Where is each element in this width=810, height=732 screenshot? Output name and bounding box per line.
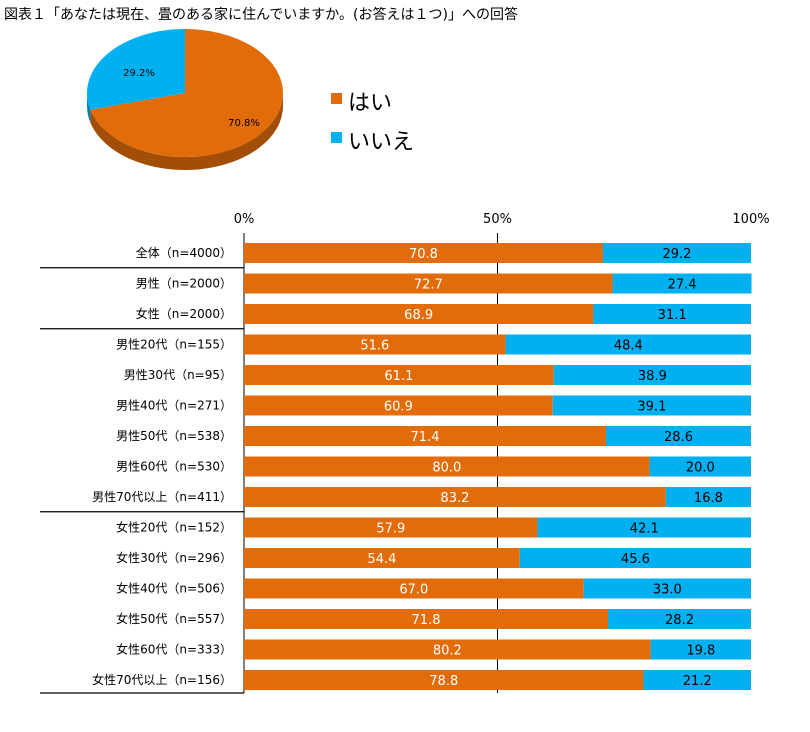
bar-label-no-13: 28.2 [665,613,694,628]
bar-yes-5 [244,365,554,385]
bar-label-no-12: 33.0 [653,583,682,598]
pie-side-2 [87,93,91,123]
bar-label-no-10: 42.1 [630,522,659,537]
category-label-13: 女性50代（n=557） [116,611,232,626]
bar-label-yes-11: 54.4 [367,552,396,567]
bar-yes-13 [244,609,609,629]
category-label-14: 女性60代（n=333） [116,642,232,657]
bar-no-3 [593,304,751,324]
bar-no-7 [605,426,751,446]
category-label-6: 男性40代（n=271） [116,399,232,413]
pie-label-2: 29.2% [123,68,155,79]
bar-label-no-1: 29.2 [663,247,692,262]
bar-label-yes-6: 60.9 [384,400,413,415]
bar-no-5 [553,365,751,385]
bar-label-yes-12: 67.0 [399,583,428,598]
bar-label-yes-4: 51.6 [360,339,389,354]
bar-label-yes-3: 68.9 [404,308,433,323]
bar-yes-8 [244,456,650,477]
bar-yes-7 [244,426,606,446]
bar-yes-1 [244,243,603,263]
bar-label-yes-15: 78.8 [429,674,458,689]
category-label-2: 男性（n=2000） [136,277,232,291]
bar-no-2 [612,273,752,294]
chart-title: 図表１「あなたは現在、畳のある家に住んでいますか。(お答えは１つ)」への回答 [4,7,518,23]
bar-no-13 [608,609,751,629]
category-label-7: 男性50代（n=538） [116,429,232,443]
pie-slice-2 [87,29,185,110]
bar-label-yes-5: 61.1 [384,369,413,384]
pie-slice-1 [90,29,283,157]
bar-label-no-7: 28.6 [664,430,693,445]
bar-label-yes-2: 72.7 [414,278,443,293]
bar-label-no-14: 19.8 [686,644,715,659]
bar-yes-2 [244,273,613,294]
legend-label-1: はい [348,91,392,116]
bar-yes-14 [244,639,651,660]
bar-no-1 [602,243,751,263]
bar-label-no-11: 45.6 [621,552,650,567]
bar-yes-4 [244,334,506,355]
bar-label-yes-14: 80.2 [433,644,462,659]
pie-label-1: 70.8% [228,118,260,129]
category-label-12: 女性40代（n=506） [116,581,232,596]
bar-yes-12 [244,578,584,599]
pie-side-1 [90,93,283,170]
bar-label-yes-7: 71.4 [411,430,440,445]
bar-label-yes-9: 83.2 [440,491,469,506]
category-label-10: 女性20代（n=152） [116,520,232,535]
legend-swatch-1 [331,93,342,104]
bar-no-15 [643,670,751,690]
bar-no-12 [583,578,751,599]
x-tick-label-2: 50% [483,212,512,227]
bar-no-8 [649,456,751,477]
x-tick-label-3: 100% [732,212,769,227]
category-label-5: 男性30代（n=95） [124,368,232,382]
bar-no-6 [552,395,751,416]
bar-label-yes-13: 71.8 [412,613,441,628]
bar-no-11 [519,548,751,568]
category-label-15: 女性70代以上（n=156） [92,672,232,687]
bar-label-no-3: 31.1 [658,308,687,323]
bar-yes-11 [244,548,520,568]
bar-no-9 [665,487,751,507]
bar-label-no-4: 48.4 [614,339,643,354]
bar-label-no-5: 38.9 [638,369,667,384]
bar-yes-6 [244,395,553,416]
bar-label-no-15: 21.2 [683,674,712,689]
category-label-3: 女性（n=2000） [136,306,232,321]
bar-label-no-6: 39.1 [637,400,666,415]
bar-yes-9 [244,487,666,507]
category-label-9: 男性70代以上（n=411） [92,490,232,504]
bar-label-yes-8: 80.0 [432,461,461,476]
category-label-8: 男性60代（n=530） [116,460,232,474]
bar-no-10 [537,517,751,538]
category-label-1: 全体（n=4000） [136,245,232,260]
category-label-11: 女性30代（n=296） [116,550,232,565]
bar-label-yes-1: 70.8 [409,247,438,262]
legend-swatch-2 [331,132,342,143]
bar-yes-15 [244,670,644,690]
bar-no-14 [650,639,751,660]
bar-no-4 [505,334,751,355]
x-tick-label-1: 0% [234,212,255,227]
legend-label-2: いいえ [348,130,414,155]
bar-label-no-8: 20.0 [686,461,715,476]
bar-label-yes-10: 57.9 [376,522,405,537]
bar-yes-3 [244,304,594,324]
bar-yes-10 [244,517,538,538]
bar-label-no-2: 27.4 [668,278,697,293]
category-label-4: 男性20代（n=155） [116,338,232,352]
bar-label-no-9: 16.8 [694,491,723,506]
